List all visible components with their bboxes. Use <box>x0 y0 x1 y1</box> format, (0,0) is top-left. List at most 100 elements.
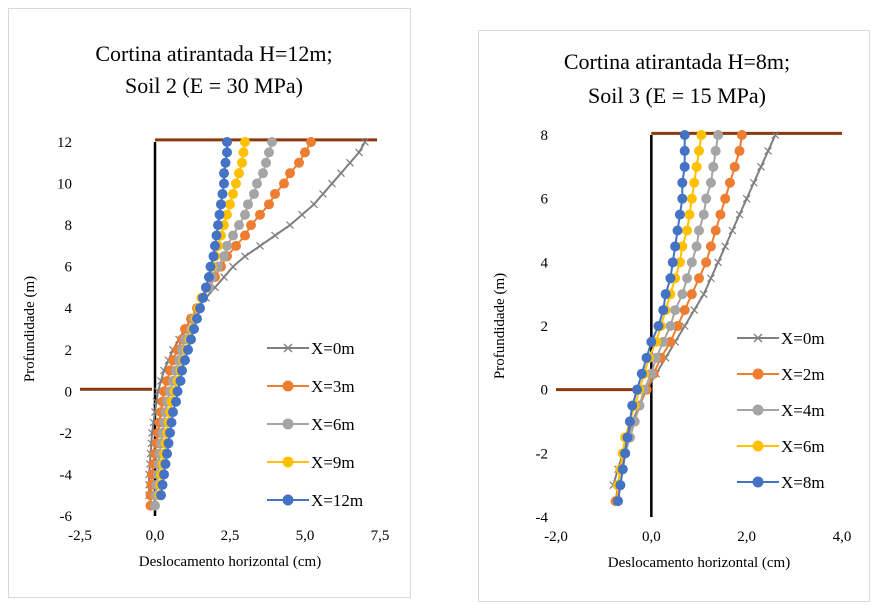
data-point <box>298 210 306 219</box>
data-point <box>680 322 689 330</box>
data-point <box>237 157 247 168</box>
data-point <box>319 190 327 198</box>
data-point <box>679 161 690 172</box>
data-point <box>267 137 277 147</box>
data-point <box>686 289 697 300</box>
data-point <box>682 225 693 236</box>
data-point-stroke <box>699 290 708 299</box>
data-point <box>715 209 726 220</box>
data-point <box>694 273 704 284</box>
data-point <box>225 199 235 210</box>
data-point <box>214 209 225 220</box>
data-point <box>210 240 220 251</box>
data-point <box>735 210 744 219</box>
data-point-stroke <box>680 322 689 330</box>
legend-label: X=12m <box>311 491 363 510</box>
data-point <box>234 168 244 179</box>
data-point <box>231 240 241 251</box>
data-point <box>222 147 232 158</box>
y-tick-label: 4 <box>541 255 549 271</box>
data-point <box>238 147 249 158</box>
chart-subtitle: Soil 3 (E = 15 MPa) <box>588 83 766 108</box>
data-point <box>222 137 232 147</box>
y-axis-label: Profundidade (m) <box>22 276 38 382</box>
data-point <box>665 321 676 331</box>
data-point <box>771 131 780 139</box>
data-point <box>622 432 633 443</box>
data-point <box>258 168 268 179</box>
x-tick-label: 0,0 <box>642 529 661 545</box>
data-point <box>701 193 712 204</box>
data-point-stroke <box>310 200 318 209</box>
data-point-stroke <box>728 226 737 235</box>
legend-marker <box>752 440 764 452</box>
data-point <box>721 242 730 251</box>
data-point-stroke <box>328 179 336 188</box>
data-point <box>177 365 187 376</box>
legend-marker-stroke <box>753 333 763 343</box>
data-point <box>156 490 166 501</box>
y-tick-label: 0 <box>541 383 549 399</box>
x-tick-label: 5,0 <box>296 528 315 544</box>
data-point <box>674 257 685 268</box>
y-tick-label: -4 <box>60 467 73 483</box>
y-tick-label: -6 <box>60 509 73 525</box>
data-point <box>198 292 208 303</box>
data-point <box>150 500 160 511</box>
data-point <box>710 225 721 236</box>
data-point <box>612 496 623 507</box>
data-point <box>201 282 211 293</box>
data-point <box>337 169 345 178</box>
data-point <box>651 352 662 363</box>
data-point-stroke <box>749 178 758 187</box>
y-tick-label: 12 <box>57 135 72 151</box>
data-point <box>672 225 683 236</box>
series-line <box>616 134 720 502</box>
legend-marker <box>282 418 294 430</box>
y-tick-label: -2 <box>60 426 73 442</box>
series-line <box>614 134 743 502</box>
data-point <box>246 220 256 231</box>
data-point <box>679 145 690 156</box>
data-point-stroke <box>721 242 730 251</box>
data-point <box>679 305 690 316</box>
y-tick-label: 2 <box>541 319 549 335</box>
data-point <box>677 289 688 300</box>
data-point <box>217 188 228 199</box>
data-point <box>667 257 678 268</box>
data-point <box>641 352 652 363</box>
data-point <box>159 469 169 480</box>
data-point <box>180 355 190 366</box>
data-point <box>698 209 709 220</box>
data-point <box>204 272 214 283</box>
data-point <box>665 336 676 347</box>
data-point <box>684 209 695 220</box>
x-tick-label: 2,5 <box>221 528 240 544</box>
data-point <box>264 199 274 210</box>
data-point-stroke <box>220 273 228 281</box>
data-point <box>286 221 294 230</box>
data-point <box>228 230 238 241</box>
legend-marker <box>752 368 764 380</box>
y-tick-label: 0 <box>65 384 73 400</box>
data-point <box>689 177 700 188</box>
data-point <box>231 178 241 189</box>
legend-label: X=3m <box>311 377 355 396</box>
data-point <box>241 252 249 261</box>
data-point <box>720 193 731 204</box>
data-point <box>255 209 265 220</box>
data-point <box>205 261 216 272</box>
data-point <box>300 147 310 158</box>
legend-marker-stroke <box>283 343 293 353</box>
data-point <box>677 193 688 204</box>
data-point-stroke <box>706 274 715 283</box>
data-point <box>219 168 229 179</box>
data-point <box>285 168 295 179</box>
data-point <box>195 303 205 314</box>
data-point <box>256 241 264 250</box>
data-point <box>617 464 628 475</box>
data-point <box>690 306 699 315</box>
data-point <box>686 257 697 268</box>
data-point-stroke <box>319 190 327 198</box>
data-point <box>270 188 280 199</box>
